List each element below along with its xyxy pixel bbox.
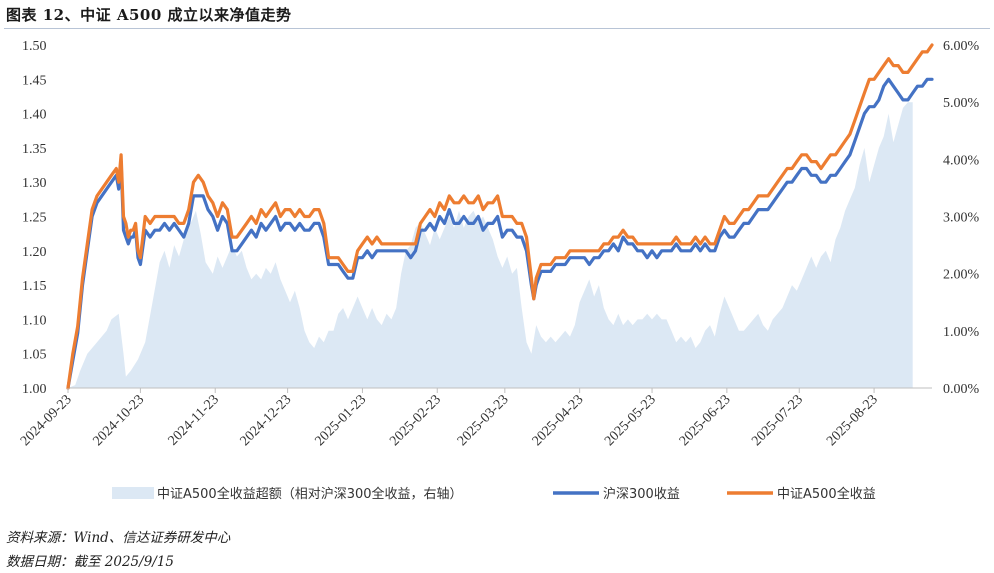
x-tick-label: 2024-10-23 bbox=[90, 392, 147, 449]
x-tick-label: 2024-11-23 bbox=[166, 392, 222, 448]
legend-swatch-excess bbox=[112, 487, 154, 499]
legend-label-excess: 中证A500全收益超额（相对沪深300全收益，右轴） bbox=[157, 486, 463, 502]
right-tick-label: 4.00% bbox=[943, 153, 980, 168]
x-tick-label: 2025-06-23 bbox=[677, 392, 734, 449]
x-tick-label: 2025-08-23 bbox=[824, 392, 881, 449]
legend-label-a500: 中证A500全收益 bbox=[777, 486, 876, 502]
left-tick-label: 1.25 bbox=[22, 211, 47, 226]
left-tick-label: 1.30 bbox=[22, 176, 47, 191]
excess-area-layer bbox=[68, 102, 913, 388]
left-tick-label: 1.00 bbox=[22, 382, 47, 397]
x-tick-label: 2025-03-23 bbox=[455, 392, 512, 449]
left-tick-label: 1.10 bbox=[22, 313, 47, 328]
left-tick-label: 1.45 bbox=[22, 73, 47, 88]
left-tick-label: 1.35 bbox=[22, 142, 47, 157]
legend-label-hs300: 沪深300收益 bbox=[603, 486, 680, 502]
source-note: 资料来源：Wind、信达证券研发中心 bbox=[6, 530, 231, 546]
x-tick-label: 2025-01-23 bbox=[312, 392, 369, 449]
left-tick-label: 1.50 bbox=[22, 39, 47, 54]
excess-return-area bbox=[68, 102, 913, 388]
right-tick-label: 3.00% bbox=[943, 211, 980, 226]
chart-title: 图表 12、中证 A500 成立以来净值走势 bbox=[6, 6, 292, 24]
right-tick-label: 0.00% bbox=[943, 382, 980, 397]
right-tick-label: 1.00% bbox=[943, 325, 980, 340]
x-tick-label: 2025-07-23 bbox=[749, 392, 806, 449]
x-tick-label: 2025-05-23 bbox=[602, 392, 659, 449]
right-tick-label: 5.00% bbox=[943, 96, 980, 111]
left-axis-ticks: 1.50 1.45 1.40 1.35 1.30 1.25 1.20 1.15 1.10 1.05… bbox=[22, 39, 47, 397]
x-tick-label: 2025-04-23 bbox=[530, 392, 587, 449]
right-tick-label: 6.00% bbox=[943, 39, 980, 54]
left-tick-label: 1.05 bbox=[22, 348, 47, 363]
hs300-line bbox=[66, 77, 934, 390]
left-tick-label: 1.15 bbox=[22, 279, 47, 294]
right-tick-label: 2.00% bbox=[943, 268, 980, 283]
chart-canvas: 1.50 1.45 1.40 1.35 1.30 1.25 1.20 1.15 1.10 1.05… bbox=[18, 39, 980, 502]
series-lines bbox=[66, 43, 934, 390]
left-tick-label: 1.40 bbox=[22, 108, 47, 123]
right-axis-ticks: 6.00% 5.00% 4.00% 3.00% 2.00% 1.00% 0.00% bbox=[943, 39, 980, 397]
date-note: 数据日期：截至 2025/9/15 bbox=[6, 554, 175, 570]
a500-line bbox=[66, 43, 934, 390]
legend: 中证A500全收益超额（相对沪深300全收益，右轴） 沪深300收益 中证A500全… bbox=[112, 486, 876, 502]
title-divider bbox=[4, 28, 990, 29]
x-tick-label: 2025-02-23 bbox=[387, 392, 444, 449]
x-tick-label: 2024-09-23 bbox=[18, 392, 75, 449]
x-tick-label: 2024-12-23 bbox=[238, 392, 295, 449]
x-axis-ticks: 2024-09-23 2024-10-23 2024-11-23 2024-12-23… bbox=[18, 388, 881, 449]
left-tick-label: 1.20 bbox=[22, 245, 47, 260]
